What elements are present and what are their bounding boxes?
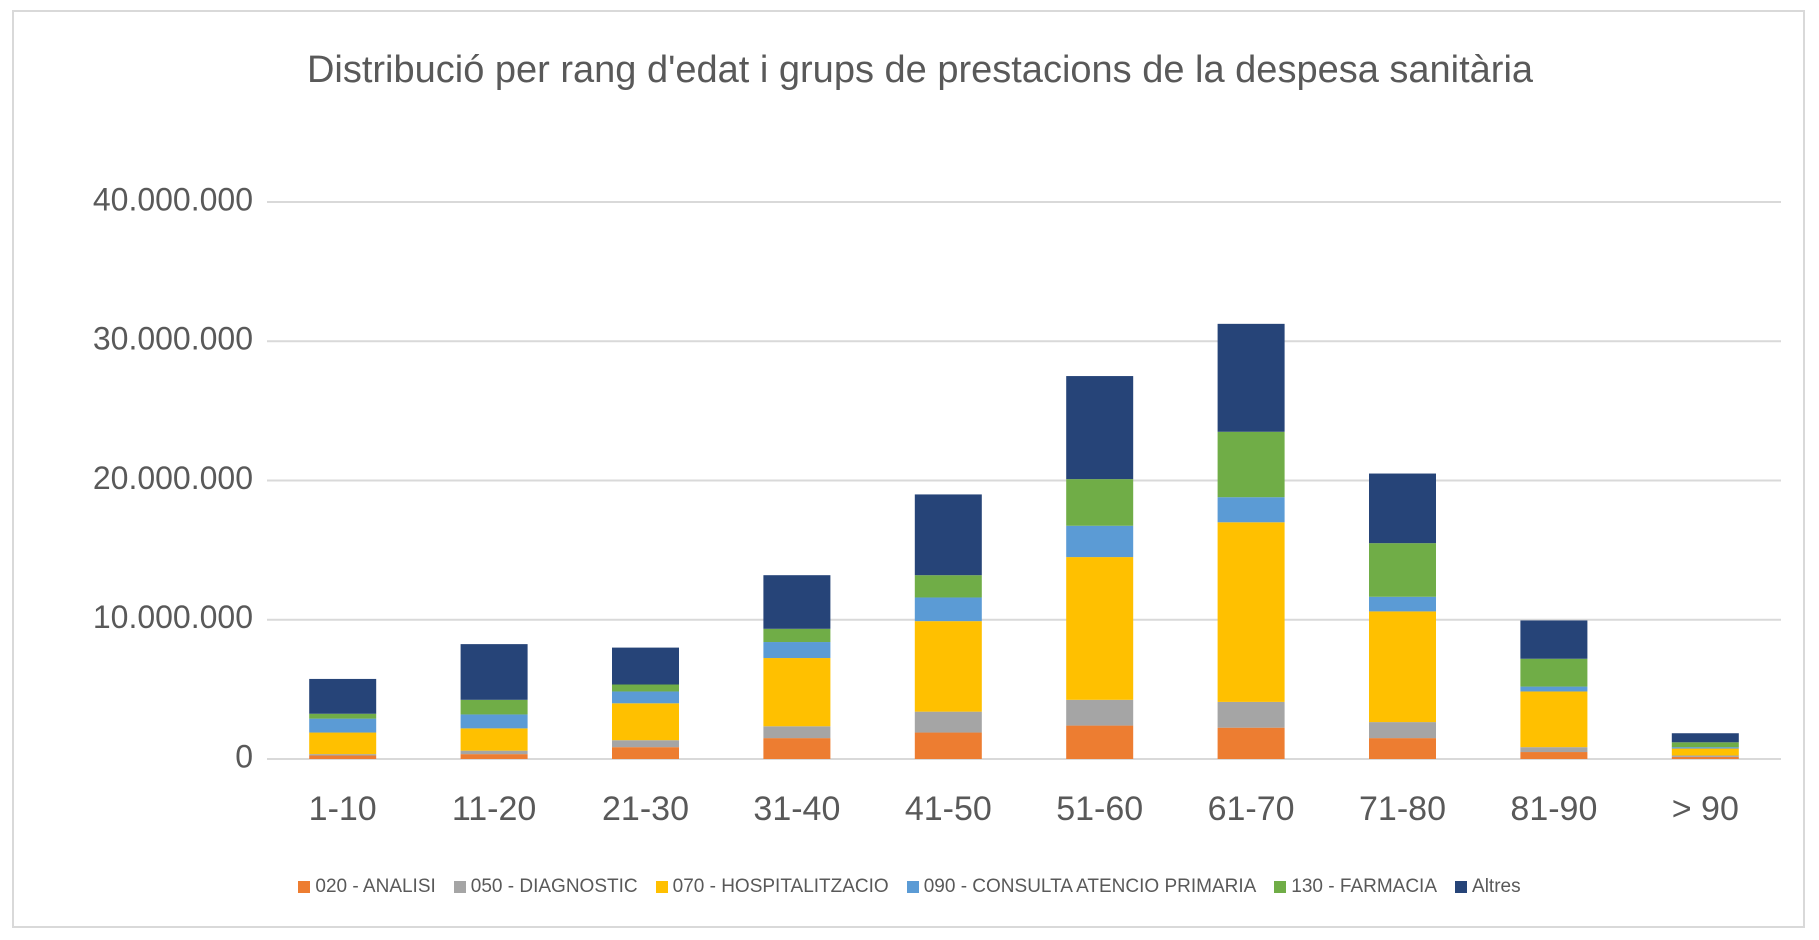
bar-segment [914, 732, 982, 759]
bar-segment [1217, 522, 1285, 702]
bar-segment [1369, 596, 1436, 612]
x-tick-label: > 90 [1672, 790, 1739, 828]
bar-segment [460, 750, 528, 755]
legend-item: 020 - ANALISI [298, 876, 436, 898]
legend-label: 020 - ANALISI [315, 876, 436, 897]
x-tick-label: 31-40 [753, 790, 840, 828]
bar-segment [1369, 738, 1436, 759]
bar-segment [914, 494, 982, 576]
bar-segment [309, 754, 377, 756]
bar-segment [1520, 658, 1588, 687]
chart-frame [12, 10, 1805, 928]
bar-segment [309, 718, 377, 733]
bar-segment [1369, 543, 1436, 597]
legend-item: 130 - FARMACIA [1274, 876, 1437, 898]
x-tick-label: 21-30 [602, 790, 689, 828]
legend-swatch [1455, 881, 1468, 893]
bar-segment [1066, 376, 1134, 480]
x-tick-label: 61-70 [1208, 790, 1295, 828]
bar-segment [1066, 479, 1134, 526]
bar-segment [1217, 497, 1285, 523]
legend-swatch [655, 881, 668, 893]
x-tick-label: 41-50 [905, 790, 992, 828]
bar-segment [1671, 756, 1739, 759]
y-tick-label: 0 [235, 738, 253, 774]
bar-segment [1520, 620, 1588, 659]
legend-item: Altres [1455, 876, 1521, 898]
bar-segment [612, 647, 679, 685]
legend-swatch [298, 881, 311, 893]
bar-segment [1369, 722, 1436, 739]
bar-segment [1217, 727, 1285, 759]
legend-swatch [906, 881, 919, 893]
bar-segment [1217, 701, 1285, 728]
bar-segment [460, 714, 528, 729]
bar-segment [309, 732, 377, 755]
bar-segment [763, 738, 831, 759]
chart-title: Distribució per rang d'edat i grups de p… [306, 49, 1534, 91]
legend-swatch [453, 881, 466, 893]
x-tick-label: 1-10 [309, 790, 377, 828]
bar-segment [1066, 525, 1134, 558]
bar-segment [914, 711, 982, 733]
bar-segment [460, 699, 528, 715]
x-tick-label: 11-20 [452, 790, 536, 828]
x-tick-label: 71-80 [1359, 790, 1446, 828]
bar-segment [460, 754, 528, 759]
bar-segment [1217, 431, 1285, 498]
legend-item: 070 - HOSPITALITZACIO [655, 876, 889, 898]
x-tick-label: 51-60 [1056, 790, 1143, 828]
bar-segment [1671, 733, 1739, 743]
legend-swatch [1274, 881, 1287, 893]
bar-segment [1217, 323, 1285, 432]
x-tick-label: 81-90 [1510, 790, 1597, 828]
bar-segment [1671, 748, 1739, 756]
legend-label: 050 - DIAGNOSTIC [470, 876, 638, 897]
bar-segment [309, 678, 377, 714]
bar-segment [763, 575, 831, 629]
bar-segment [1520, 752, 1588, 759]
bar-segment [612, 684, 679, 692]
bar-segment [309, 713, 377, 719]
bar-segment [914, 575, 982, 598]
bar-segment [460, 728, 528, 751]
legend-item: 050 - DIAGNOSTIC [453, 876, 638, 898]
bar-segment [1369, 611, 1436, 723]
bar-segment [914, 621, 982, 712]
y-tick-label: 40.000.000 [93, 181, 253, 217]
bar-segment [763, 658, 831, 727]
bar-segment [1369, 473, 1436, 544]
legend: 020 - ANALISI 050 - DIAGNOSTIC 070 - HOSPI… [0, 876, 1819, 898]
bar-segment [309, 755, 377, 759]
bar-segment [1066, 557, 1134, 700]
bar-segment [1671, 742, 1739, 748]
bar-segment [612, 703, 679, 741]
legend-label: 070 - HOSPITALITZACIO [672, 876, 889, 897]
legend-label: Altres [1472, 876, 1521, 897]
bar-segment [1066, 699, 1134, 726]
bar-segment [612, 747, 679, 759]
bar-segment [1520, 691, 1588, 748]
y-tick-label: 10.000.000 [93, 599, 253, 635]
bar-segment [1671, 747, 1739, 749]
bar-segment [612, 691, 679, 704]
bar-segment [763, 642, 831, 659]
legend-label: 130 - FARMACIA [1291, 876, 1438, 897]
y-tick-label: 20.000.000 [93, 460, 253, 496]
bar-segment [612, 740, 679, 748]
bar-segment [1520, 747, 1588, 753]
bar-segment [460, 644, 528, 700]
legend-item: 090 - CONSULTA ATENCIO PRIMARIA [906, 876, 1257, 898]
legend-label: 090 - CONSULTA ATENCIO PRIMARIA [923, 876, 1257, 897]
bar-segment [914, 597, 982, 622]
bar-segment [763, 726, 831, 739]
bar-segment [1671, 755, 1739, 757]
bar-segment [763, 628, 831, 643]
y-tick-label: 30.000.000 [93, 321, 253, 357]
bar-segment [1520, 686, 1588, 692]
bar-segment [1066, 725, 1134, 759]
